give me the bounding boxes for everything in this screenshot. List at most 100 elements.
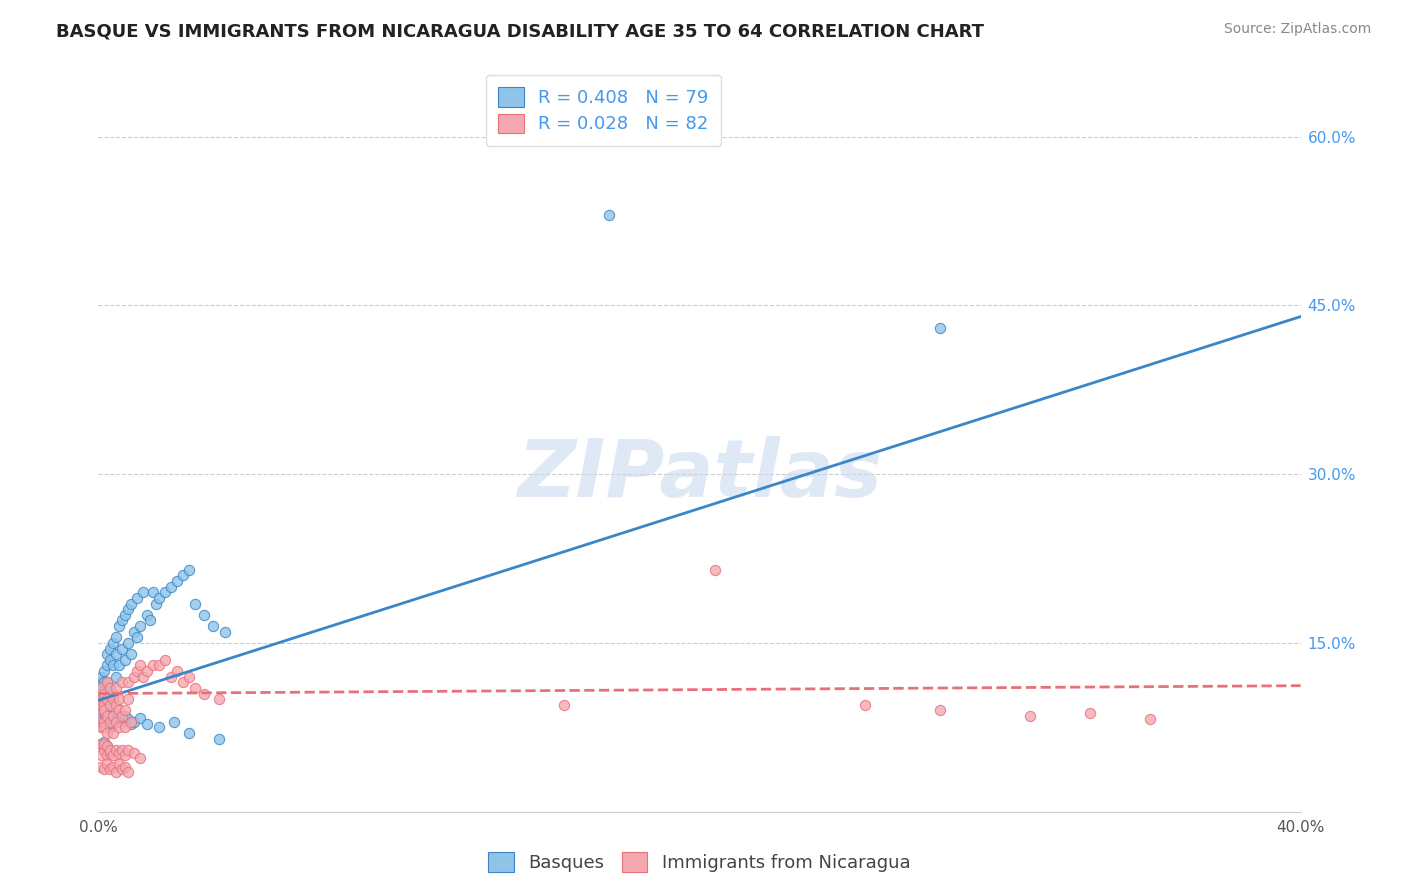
Point <box>111 762 134 776</box>
Point <box>105 698 128 712</box>
Point <box>141 658 163 673</box>
Point <box>121 714 143 729</box>
Point <box>90 670 112 684</box>
Point <box>93 698 115 712</box>
Point <box>183 681 205 695</box>
Point <box>96 739 118 754</box>
Point <box>90 737 112 751</box>
Point <box>114 720 136 734</box>
Point <box>129 619 152 633</box>
Point <box>208 731 231 746</box>
Point <box>108 703 131 717</box>
Point <box>105 630 128 644</box>
Point <box>124 746 146 760</box>
Point <box>121 717 143 731</box>
Point <box>100 762 122 776</box>
Point <box>90 760 112 774</box>
Point <box>114 653 136 667</box>
Point <box>103 692 125 706</box>
Point <box>103 748 125 763</box>
Point <box>159 580 181 594</box>
Point <box>90 709 112 723</box>
Point <box>138 614 160 628</box>
Point <box>108 619 131 633</box>
Point <box>105 647 128 661</box>
Point <box>135 717 157 731</box>
Point <box>148 591 170 605</box>
Point <box>90 698 112 712</box>
Point <box>103 636 125 650</box>
Point <box>111 714 134 729</box>
Point <box>111 743 134 757</box>
Point <box>100 743 122 757</box>
Point <box>93 681 115 695</box>
Point <box>90 737 112 751</box>
Point <box>121 597 143 611</box>
Point <box>90 720 112 734</box>
Point <box>93 720 115 734</box>
Point <box>93 737 115 751</box>
Point <box>100 681 122 695</box>
Point <box>105 743 128 757</box>
Point <box>93 743 115 757</box>
Point <box>114 760 136 774</box>
Point <box>100 653 122 667</box>
Point <box>111 614 134 628</box>
Point <box>90 687 112 701</box>
Point <box>114 748 136 763</box>
Point <box>132 585 155 599</box>
Point <box>121 647 143 661</box>
Point <box>132 670 155 684</box>
Point <box>703 563 725 577</box>
Point <box>96 726 118 740</box>
Point <box>103 687 125 701</box>
Point <box>93 706 115 720</box>
Point <box>127 591 149 605</box>
Point <box>114 709 136 723</box>
Point <box>929 321 952 335</box>
Point <box>114 607 136 622</box>
Point <box>135 607 157 622</box>
Point <box>117 602 139 616</box>
Point <box>105 670 128 684</box>
Point <box>117 675 139 690</box>
Point <box>108 658 131 673</box>
Point <box>103 726 125 740</box>
Point <box>108 709 131 723</box>
Point <box>117 636 139 650</box>
Point <box>93 687 115 701</box>
Point <box>127 664 149 678</box>
Point <box>105 765 128 780</box>
Point <box>141 585 163 599</box>
Point <box>100 641 122 656</box>
Point <box>162 714 184 729</box>
Text: BASQUE VS IMMIGRANTS FROM NICARAGUA DISABILITY AGE 35 TO 64 CORRELATION CHART: BASQUE VS IMMIGRANTS FROM NICARAGUA DISA… <box>56 22 984 40</box>
Point <box>105 681 128 695</box>
Point <box>129 711 152 725</box>
Point <box>166 664 188 678</box>
Point <box>853 698 876 712</box>
Point <box>111 709 134 723</box>
Point <box>93 735 115 749</box>
Point <box>103 717 125 731</box>
Point <box>148 720 170 734</box>
Point <box>90 692 112 706</box>
Text: Source: ZipAtlas.com: Source: ZipAtlas.com <box>1223 22 1371 37</box>
Point <box>129 750 152 764</box>
Point <box>108 746 131 760</box>
Point <box>96 658 118 673</box>
Point <box>177 670 200 684</box>
Point <box>96 748 118 763</box>
Point <box>553 698 575 712</box>
Point <box>108 720 131 734</box>
Point <box>90 698 112 712</box>
Point <box>90 692 112 706</box>
Point <box>124 624 146 639</box>
Point <box>214 624 236 639</box>
Point <box>193 687 215 701</box>
Point <box>93 762 115 776</box>
Point <box>93 714 115 729</box>
Point <box>96 647 118 661</box>
Point <box>96 713 118 727</box>
Point <box>96 675 118 690</box>
